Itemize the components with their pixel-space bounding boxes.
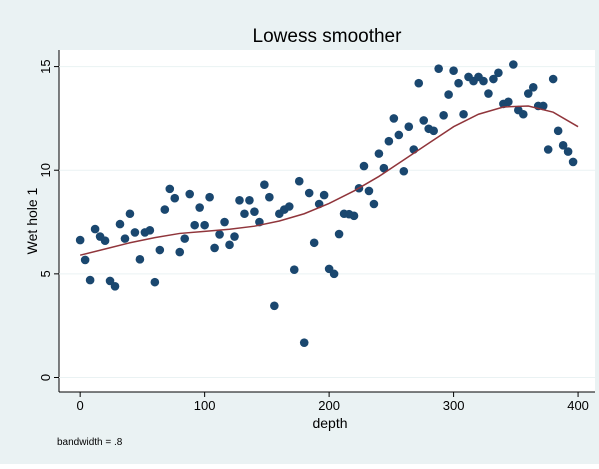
point xyxy=(504,97,513,107)
x-tick-label: 200 xyxy=(318,398,340,413)
point xyxy=(484,89,493,98)
point xyxy=(294,176,304,186)
point xyxy=(125,209,135,219)
point xyxy=(240,209,249,219)
x-tick-label: 100 xyxy=(194,398,216,413)
point xyxy=(185,189,195,199)
point xyxy=(200,220,209,230)
point xyxy=(359,161,369,171)
point xyxy=(364,186,374,196)
x-tick-label: 0 xyxy=(77,398,84,413)
chart-title: Lowess smoother xyxy=(253,26,403,47)
point xyxy=(225,240,234,250)
point xyxy=(429,126,438,136)
point xyxy=(120,234,130,243)
point xyxy=(553,126,563,136)
point xyxy=(419,116,429,125)
point xyxy=(563,147,573,156)
note: bandwidth = .8 xyxy=(57,437,123,448)
point xyxy=(235,195,244,205)
point xyxy=(374,149,384,158)
point xyxy=(319,190,329,200)
point xyxy=(115,219,125,229)
lowess-line xyxy=(79,105,579,256)
point xyxy=(270,301,279,311)
point xyxy=(165,184,175,194)
point xyxy=(394,130,404,140)
point xyxy=(210,243,219,253)
point xyxy=(105,276,115,286)
point xyxy=(284,202,294,211)
point xyxy=(439,110,448,120)
point xyxy=(304,188,314,198)
point xyxy=(509,60,518,69)
point xyxy=(230,232,239,241)
plot-area xyxy=(59,50,595,392)
point xyxy=(523,89,533,98)
point xyxy=(100,236,110,245)
point xyxy=(155,245,165,255)
y-tick-label: 0 xyxy=(38,374,53,381)
point xyxy=(215,230,224,239)
point xyxy=(260,180,269,190)
point xyxy=(90,224,100,234)
point xyxy=(329,269,339,279)
point xyxy=(135,255,145,264)
y-tick-label: 5 xyxy=(38,270,53,277)
point xyxy=(245,195,254,205)
y-axis-label: Wet hole 1 xyxy=(24,187,40,254)
x-tick-label: 400 xyxy=(567,398,589,413)
point xyxy=(145,226,155,235)
x-axis-label: depth xyxy=(312,415,347,431)
point xyxy=(414,78,424,88)
point xyxy=(75,235,85,245)
point xyxy=(309,238,319,248)
point xyxy=(130,228,140,237)
point xyxy=(519,109,528,119)
point xyxy=(289,265,299,275)
point xyxy=(404,122,414,131)
point xyxy=(265,192,274,202)
point xyxy=(434,64,443,73)
point xyxy=(299,338,309,347)
point xyxy=(384,136,394,146)
point xyxy=(334,229,344,239)
x-tick-label: 300 xyxy=(443,398,465,413)
point xyxy=(195,203,204,212)
point xyxy=(568,157,578,167)
point xyxy=(528,83,538,92)
point xyxy=(175,247,185,257)
point xyxy=(205,192,214,202)
point xyxy=(548,74,558,84)
point xyxy=(399,166,409,176)
point xyxy=(538,101,548,111)
point xyxy=(558,141,568,150)
point xyxy=(150,277,160,287)
point xyxy=(454,78,463,88)
point xyxy=(459,109,468,119)
point xyxy=(543,145,553,154)
point xyxy=(444,90,453,99)
point xyxy=(220,217,229,227)
point xyxy=(250,207,259,216)
point xyxy=(494,68,503,78)
point xyxy=(170,193,180,203)
point xyxy=(389,114,399,123)
point xyxy=(160,205,170,214)
point xyxy=(479,76,488,86)
point xyxy=(180,234,190,243)
point xyxy=(489,74,498,84)
y-tick-label: 15 xyxy=(38,59,53,73)
point xyxy=(190,220,199,230)
point xyxy=(349,211,359,221)
point xyxy=(369,199,379,209)
point xyxy=(379,163,389,173)
point xyxy=(85,275,95,285)
point xyxy=(449,66,458,76)
point xyxy=(110,281,120,291)
y-tick-label: 10 xyxy=(38,163,53,177)
point xyxy=(80,255,90,265)
